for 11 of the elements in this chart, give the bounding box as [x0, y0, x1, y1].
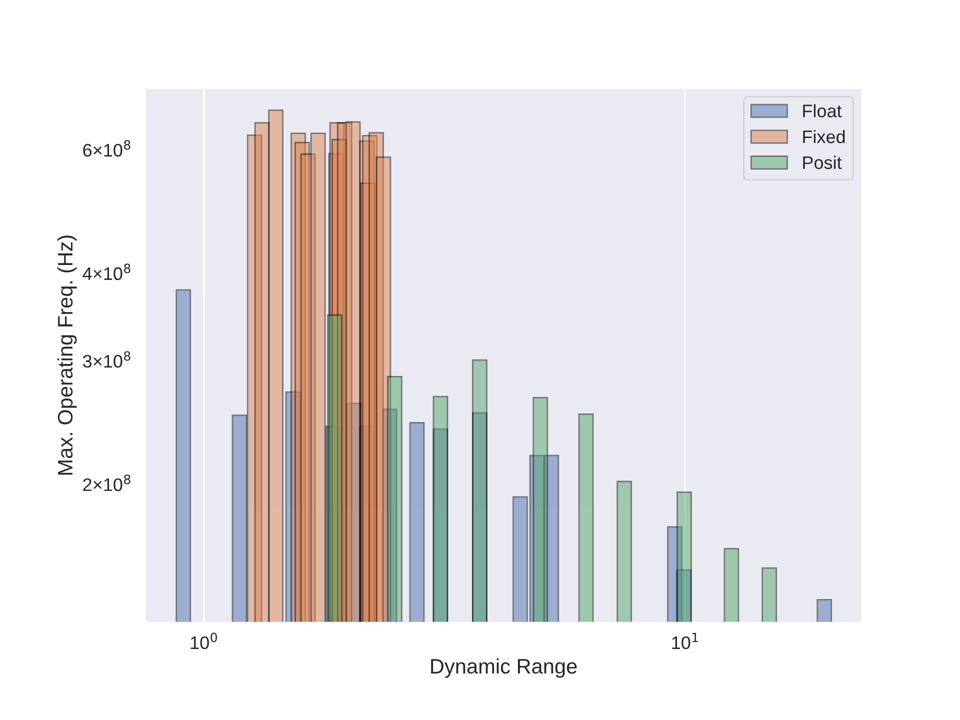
y-tick-label: 3×10$^{8}$ — [82, 351, 130, 368]
y-tick-label: 4×10$^{8}$ — [82, 264, 130, 280]
y-tick-label: 6×10$^{8}$ — [83, 140, 130, 157]
y-tick-label: 2×10$^{8}$ — [83, 474, 130, 492]
x-tick-label: 10$^{1}$ — [672, 632, 698, 650]
legend-label: Posit — [803, 156, 842, 170]
x-tick-label: 10$^{0}$ — [190, 632, 217, 650]
legend-label: Float — [803, 104, 842, 118]
legend-label: Fixed — [803, 130, 845, 144]
y-axis-title: Max. Operating Freq. (Hz) — [57, 236, 77, 475]
x-axis-title: Dynamic Range — [431, 658, 577, 678]
